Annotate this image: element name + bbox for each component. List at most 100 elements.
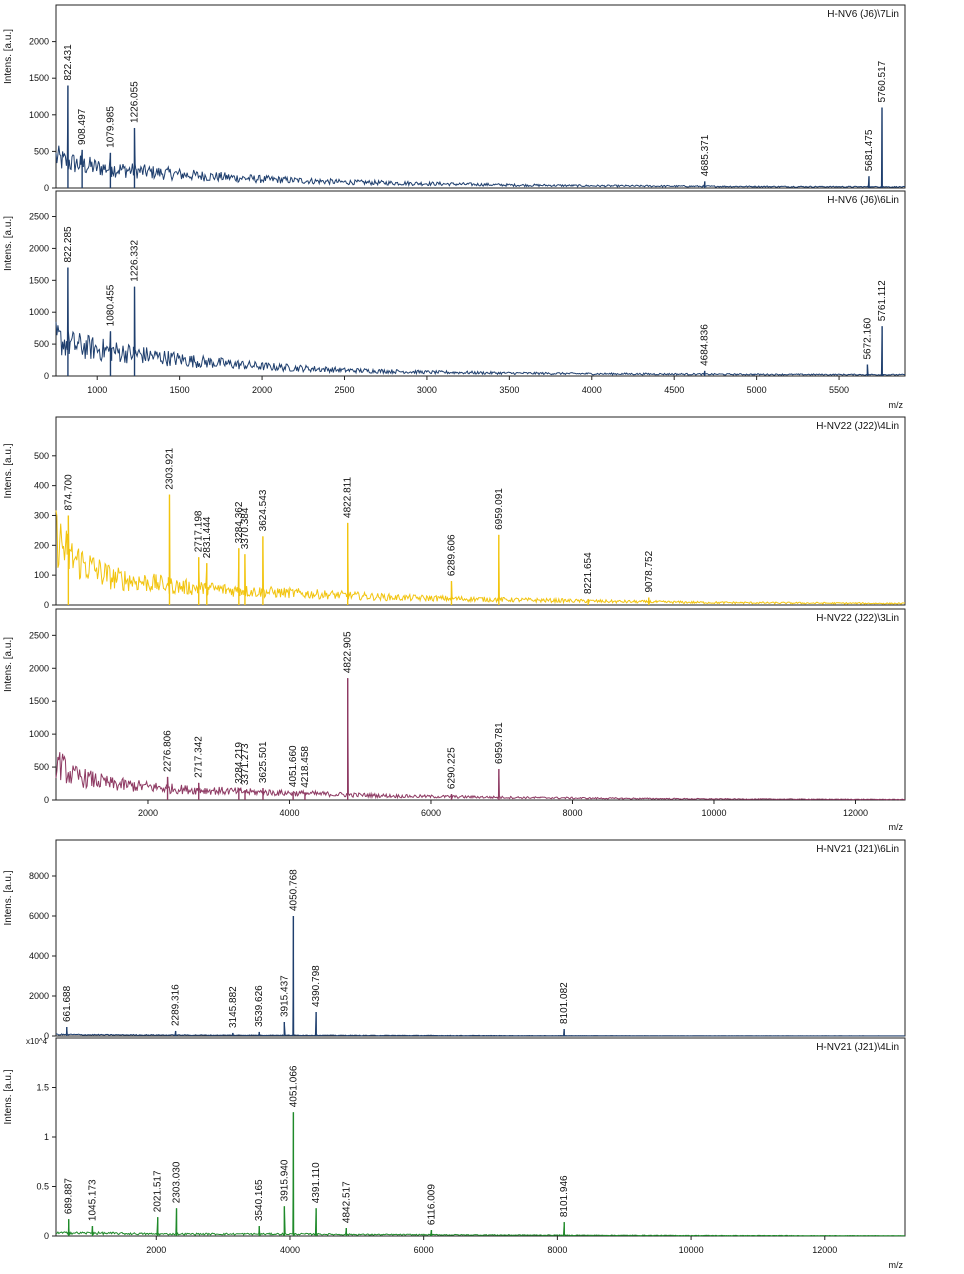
spectrum-trace (55, 678, 906, 801)
peak-label: 2717.342 (194, 736, 205, 778)
x-tick-label: 4000 (279, 808, 299, 818)
y-tick-label: 1000 (29, 729, 49, 739)
y-tick-label: 0 (44, 1231, 49, 1241)
peak-label: 5761.112 (877, 280, 888, 321)
y-tick-label: 2500 (29, 630, 49, 640)
peak-label: 2303.030 (172, 1161, 183, 1203)
peak-label: 3284.219 (234, 742, 245, 784)
panel-title: H-NV21 (J21)\4Lin (816, 1042, 899, 1053)
x-tick-label: 8000 (562, 808, 582, 818)
panel-title: H-NV21 (J21)\6Lin (816, 844, 899, 855)
panel-title: H-NV22 (J22)\3Lin (816, 613, 899, 624)
y-tick-label: 0.5 (36, 1182, 49, 1192)
y-tick-label: 0 (44, 371, 49, 381)
panel-title: H-NV22 (J22)\4Lin (816, 421, 899, 432)
y-tick-label: 1000 (29, 307, 49, 317)
plot-frame (55, 4, 906, 189)
y-tick-label: 2000 (29, 663, 49, 673)
peak-label: 3145.882 (228, 986, 239, 1028)
peak-label: 3915.437 (279, 975, 290, 1017)
spectrum-trace (55, 1112, 906, 1237)
y-tick-label: 0 (44, 795, 49, 805)
y-axis-label: Intens. [a.u.] (3, 216, 14, 271)
x-tick-label: 2500 (334, 385, 354, 395)
y-tick-label: 500 (34, 451, 49, 461)
peak-label: 3370.384 (240, 507, 251, 549)
peak-label: 874.700 (63, 474, 74, 511)
y-axis-label: Intens. [a.u.] (3, 443, 14, 498)
y-tick-label: 0 (44, 600, 49, 610)
peak-label: 3371.273 (240, 743, 251, 785)
x-tick-label: 10000 (701, 808, 726, 818)
peak-label: 689.887 (64, 1178, 75, 1215)
y-tick-label: 0 (44, 1031, 49, 1041)
spectrum-trace (55, 85, 906, 189)
peak-label: 8101.946 (559, 1175, 570, 1217)
peak-label: 4051.660 (288, 745, 299, 787)
peak-label: 3915.940 (279, 1159, 290, 1201)
y-axis-label: Intens. [a.u.] (3, 1069, 14, 1124)
y-tick-label: 8000 (29, 871, 49, 881)
peak-label: 6959.781 (494, 722, 505, 764)
panel-title: H-NV6 (J6)\7Lin (827, 9, 899, 20)
x-tick-label: 12000 (843, 808, 868, 818)
peak-label: 908.497 (77, 108, 88, 145)
peak-label: 4391.110 (311, 1162, 322, 1203)
y-tick-label: 500 (34, 762, 49, 772)
x-tick-label: 3500 (499, 385, 519, 395)
x-axis-label: m/z (889, 1260, 904, 1270)
peak-label: 822.431 (63, 44, 74, 81)
peak-label: 1226.055 (129, 81, 140, 123)
y-tick-label: 2000 (29, 243, 49, 253)
peak-label: 3539.626 (254, 985, 265, 1027)
peak-label: 8101.082 (559, 982, 570, 1024)
peak-label: 4822.905 (343, 631, 354, 673)
x-tick-label: 6000 (421, 808, 441, 818)
panel-title: H-NV6 (J6)\6Lin (827, 195, 899, 206)
peak-label: 3284.362 (234, 501, 245, 543)
x-tick-label: 8000 (547, 1245, 567, 1255)
y-tick-label: 300 (34, 510, 49, 520)
x-axis-label: m/z (889, 822, 904, 832)
peak-label: 6289.606 (446, 534, 457, 576)
peak-label: 6959.091 (494, 488, 505, 530)
x-tick-label: 2000 (138, 808, 158, 818)
plot-frame (55, 190, 906, 377)
peak-label: 2717.198 (194, 510, 205, 552)
peak-label: 4050.768 (288, 869, 299, 911)
peak-label: 5681.475 (864, 129, 875, 171)
x-tick-label: 6000 (414, 1245, 434, 1255)
y-tick-label: 500 (34, 339, 49, 349)
y-tick-label: 2000 (29, 37, 49, 47)
peak-label: 1226.332 (130, 240, 141, 282)
peak-label: 4822.811 (343, 477, 354, 518)
y-tick-label: 6000 (29, 911, 49, 921)
y-tick-label: 1.5 (36, 1083, 49, 1093)
peak-label: 822.285 (63, 226, 74, 263)
x-tick-label: 5000 (747, 385, 767, 395)
peak-label: 4684.836 (700, 324, 711, 366)
peak-label: 2831.444 (202, 516, 213, 558)
y-tick-label: 500 (34, 146, 49, 156)
x-tick-label: 1000 (87, 385, 107, 395)
y-tick-label: 1000 (29, 110, 49, 120)
x-axis-label: m/z (889, 400, 904, 410)
peak-label: 3625.501 (258, 741, 269, 783)
peak-label: 4218.458 (300, 746, 311, 788)
peak-label: 2021.517 (153, 1170, 164, 1212)
y-axis-label: Intens. [a.u.] (3, 29, 14, 84)
y-tick-label: 100 (34, 570, 49, 580)
x-tick-label: 1500 (170, 385, 190, 395)
x-tick-label: 4000 (280, 1245, 300, 1255)
y-tick-label: 200 (34, 540, 49, 550)
x-tick-label: 4000 (582, 385, 602, 395)
peak-label: 1079.985 (105, 106, 116, 148)
peak-label: 6116.009 (426, 1184, 437, 1225)
peak-label: 4051.066 (288, 1065, 299, 1107)
y-tick-label: 400 (34, 481, 49, 491)
peak-label: 4685.371 (700, 134, 711, 176)
x-tick-label: 3000 (417, 385, 437, 395)
y-tick-label: 4000 (29, 951, 49, 961)
y-tick-label: 1 (44, 1132, 49, 1142)
